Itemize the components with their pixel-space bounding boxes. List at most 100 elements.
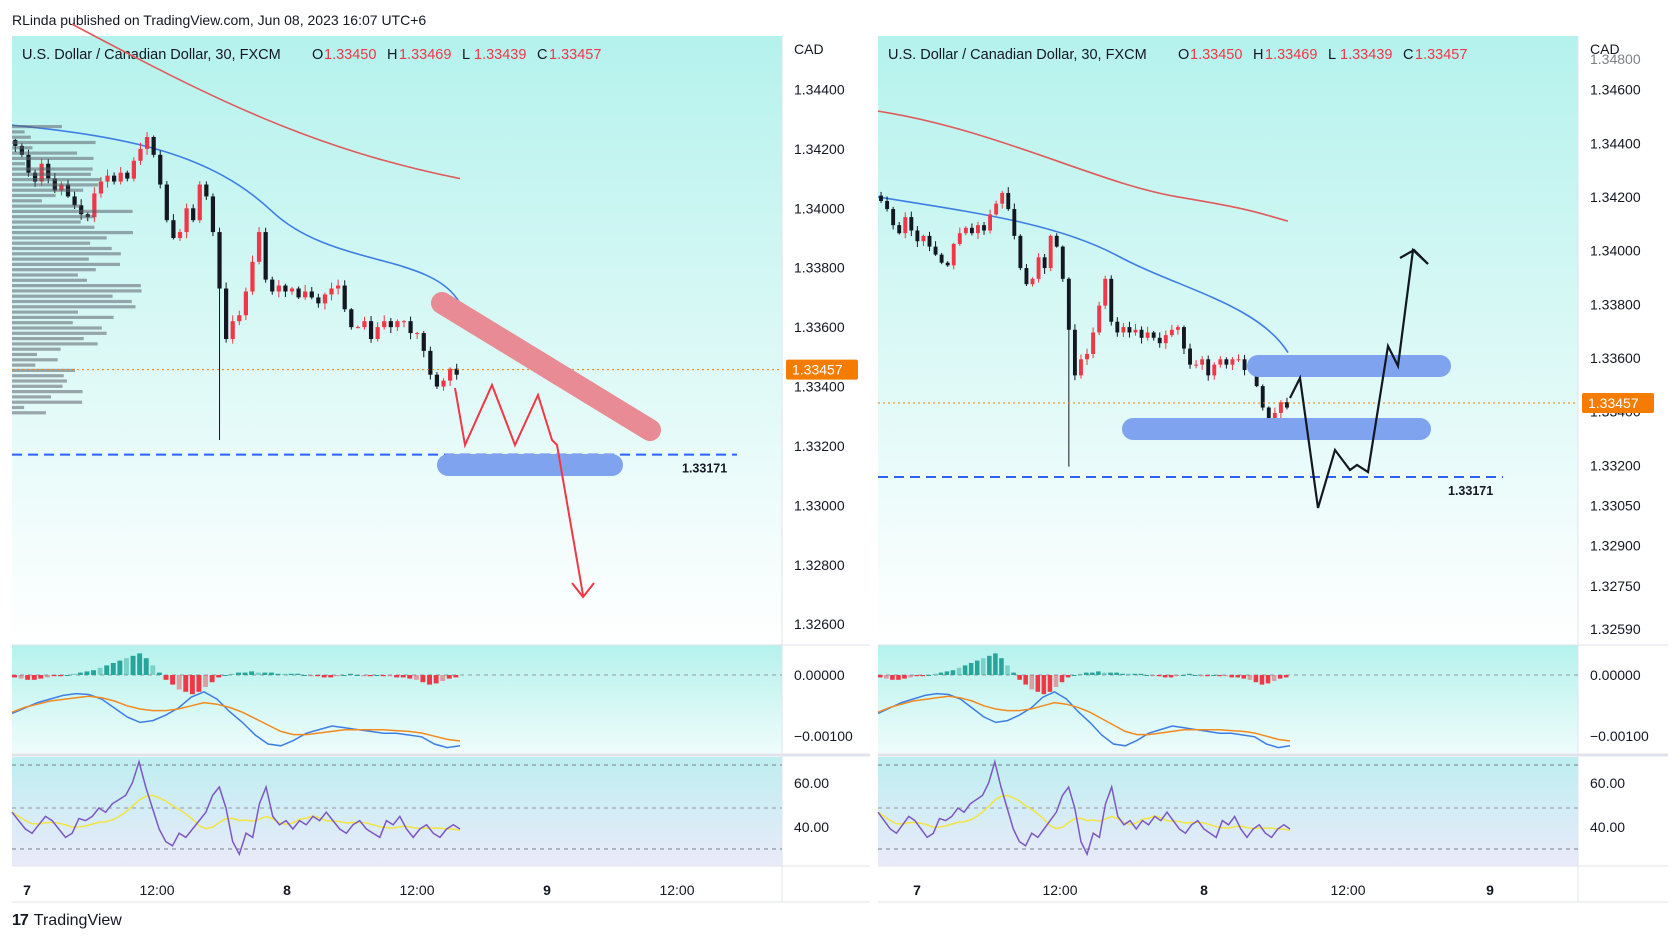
macd-histogram-bar bbox=[1205, 675, 1210, 677]
macd-histogram-bar bbox=[1283, 675, 1289, 678]
macd-histogram-bar bbox=[236, 672, 241, 675]
candle-body bbox=[197, 184, 202, 221]
price-tick-label: 1.33400 bbox=[794, 379, 845, 395]
macd-histogram-bar bbox=[1259, 675, 1265, 685]
macd-histogram-bar bbox=[1114, 672, 1119, 675]
macd-histogram-bar bbox=[1023, 675, 1028, 685]
volume-profile-bar bbox=[12, 331, 107, 335]
legend-c-value: 1.33457 bbox=[1415, 47, 1467, 63]
macd-histogram-bar bbox=[222, 675, 228, 676]
volume-profile-bar bbox=[12, 257, 89, 261]
volume-profile-bar bbox=[12, 405, 25, 410]
volume-profile-bar bbox=[12, 246, 112, 251]
macd-histogram-bar bbox=[987, 655, 992, 675]
arrow-head bbox=[571, 582, 595, 599]
tradingview-brand[interactable]: 17 TradingView bbox=[12, 912, 122, 930]
candle-body bbox=[1145, 332, 1150, 338]
candle-body bbox=[1042, 257, 1047, 269]
candle-body bbox=[342, 285, 347, 310]
candle-body bbox=[217, 232, 222, 289]
macd-histogram-bar bbox=[58, 675, 64, 677]
candle-body bbox=[1060, 246, 1065, 279]
macd-histogram-bar bbox=[1090, 672, 1095, 675]
candle-body bbox=[1139, 329, 1144, 338]
volume-profile-bar bbox=[12, 125, 62, 129]
volume-profile-bar bbox=[12, 178, 102, 182]
candle-body bbox=[355, 327, 360, 329]
macd-histogram-bar bbox=[1253, 675, 1259, 683]
volume-profile-bar bbox=[12, 241, 91, 245]
volume-profile-bar bbox=[12, 400, 83, 404]
volume-profile-bar bbox=[12, 151, 78, 155]
macd-histogram-bar bbox=[262, 672, 268, 675]
candle-body bbox=[316, 297, 321, 304]
volume-profile-bar bbox=[12, 162, 25, 166]
currency-label: CAD bbox=[794, 41, 824, 57]
candle-body bbox=[957, 233, 962, 244]
macd-histogram-bar bbox=[950, 670, 956, 675]
volume-profile-bar bbox=[12, 167, 93, 171]
price-tick-label: 1.32900 bbox=[1590, 538, 1641, 554]
volume-profile-bar bbox=[12, 193, 56, 198]
candle-body bbox=[237, 315, 242, 322]
candle-body bbox=[283, 285, 288, 292]
macd-histogram-bar bbox=[1132, 673, 1138, 675]
candle-body bbox=[1018, 235, 1023, 269]
candle-body bbox=[1091, 332, 1096, 354]
legend-h-value: 1.33469 bbox=[1265, 47, 1317, 63]
macd-histogram-bar bbox=[1071, 675, 1077, 676]
chart-panel-2[interactable]: U.S. Dollar / Canadian Dollar, 30, FXCM O… bbox=[877, 36, 1668, 903]
candle-body bbox=[1109, 278, 1114, 322]
macd-histogram-bar bbox=[902, 675, 907, 679]
rsi-tick-label: 60.00 bbox=[1590, 775, 1625, 791]
macd-histogram-bar bbox=[110, 663, 116, 675]
macd-histogram-bar bbox=[189, 675, 195, 695]
candle-body bbox=[1212, 364, 1217, 376]
macd-line bbox=[11, 690, 461, 749]
candle-body bbox=[296, 288, 301, 298]
candle-body bbox=[434, 374, 440, 387]
macd-histogram-bar bbox=[249, 671, 255, 675]
macd-histogram-bar bbox=[209, 675, 215, 683]
volume-profile-bar bbox=[12, 299, 132, 304]
rsi-tick-label: 60.00 bbox=[794, 775, 829, 791]
volume-profile-bar bbox=[12, 220, 81, 224]
macd-histogram-bar bbox=[1156, 675, 1162, 677]
macd-histogram-bar bbox=[914, 675, 919, 677]
macd-histogram-bar bbox=[1162, 675, 1168, 678]
rsi-line bbox=[877, 758, 1291, 857]
candle-body bbox=[270, 279, 275, 292]
candle-body bbox=[349, 309, 354, 328]
price-tick-label: 1.32750 bbox=[1590, 578, 1641, 594]
macd-histogram-bar bbox=[446, 675, 452, 679]
macd-histogram-bar bbox=[170, 675, 176, 685]
candle-body bbox=[1006, 192, 1011, 210]
macd-histogram-bar bbox=[77, 672, 83, 675]
volume-profile-bar bbox=[12, 225, 95, 229]
candle-body bbox=[1194, 364, 1199, 366]
macd-histogram-bar bbox=[156, 672, 162, 675]
price-pane-background bbox=[12, 36, 782, 645]
macd-histogram-bar bbox=[1084, 672, 1089, 675]
volume-profile-bar bbox=[12, 326, 102, 330]
macd-histogram-bar bbox=[962, 665, 968, 675]
macd-histogram-bar bbox=[255, 672, 261, 675]
candle-body bbox=[969, 227, 974, 234]
macd-histogram-bar bbox=[938, 672, 944, 675]
legend-o-label: O bbox=[312, 47, 323, 63]
volume-profile-bar bbox=[12, 384, 63, 388]
chart-panel-1[interactable]: U.S. Dollar / Canadian Dollar, 30, FXCM O… bbox=[11, 23, 870, 903]
candle-body bbox=[158, 154, 163, 185]
macd-tick-label: 0.00000 bbox=[1590, 667, 1641, 683]
volume-profile-bar bbox=[12, 310, 78, 314]
price-tick-label: 1.33200 bbox=[1590, 457, 1641, 473]
macd-histogram-bar bbox=[878, 675, 883, 678]
candle-body bbox=[388, 321, 393, 328]
macd-histogram-bar bbox=[1065, 675, 1071, 678]
candle-body bbox=[92, 193, 97, 218]
current-price-value: 1.33457 bbox=[792, 362, 843, 378]
time-tick-label: 12:00 bbox=[1042, 882, 1077, 898]
macd-histogram-bar bbox=[1035, 675, 1041, 692]
volume-profile-bar bbox=[12, 347, 61, 351]
